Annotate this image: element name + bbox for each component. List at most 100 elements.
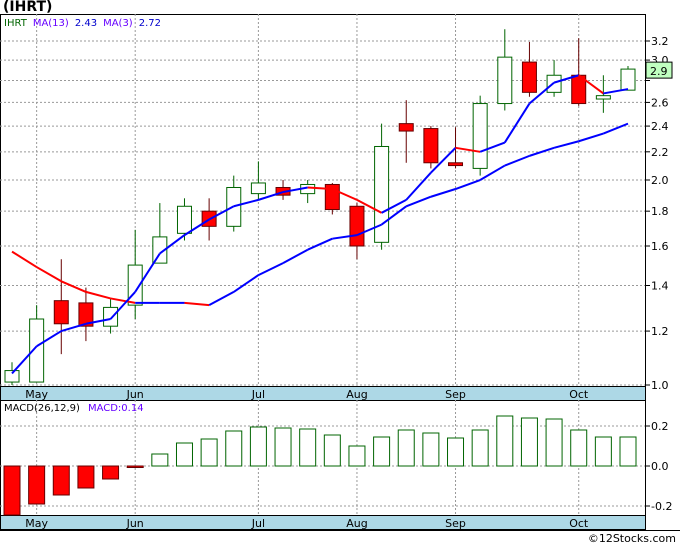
ma-line-segment xyxy=(504,154,530,167)
candle-body xyxy=(250,182,266,195)
macd-bar xyxy=(52,465,70,496)
ma-line-segment xyxy=(578,132,604,143)
price-tick-label: 1.6 xyxy=(651,240,669,253)
macd-bar xyxy=(397,429,415,467)
candle-body xyxy=(374,145,390,243)
month-label: Sep xyxy=(445,517,466,530)
ma-line-segment xyxy=(307,237,333,251)
macd-bar xyxy=(3,465,21,516)
price-tick-label: 2.6 xyxy=(651,96,669,109)
ma-line-segment xyxy=(455,146,481,153)
ma-line-segment xyxy=(184,301,210,307)
copyright: ©12Stocks.com xyxy=(587,532,676,545)
macd-bar xyxy=(422,432,440,467)
ma-line-segment xyxy=(85,290,111,300)
macd-bar xyxy=(249,426,267,467)
macd-tick-label: 0.0 xyxy=(651,460,669,473)
candle-body xyxy=(423,128,439,164)
macd-bar xyxy=(323,434,341,467)
month-label: Jun xyxy=(126,517,144,530)
ma-line-segment xyxy=(479,141,506,153)
price-tick-label: 2.2 xyxy=(651,146,669,159)
ma-line-segment xyxy=(183,218,210,236)
macd-panel xyxy=(0,400,646,516)
month-label: Oct xyxy=(569,388,589,401)
macd-bar xyxy=(102,465,120,480)
price-tick-label: 1.0 xyxy=(651,379,669,392)
last-price-label: 2.9 xyxy=(650,65,668,78)
ma-line-segment xyxy=(60,322,87,333)
macd-tick-label: -0.2 xyxy=(651,500,672,513)
ma-line-segment xyxy=(208,291,235,307)
month-label: Jul xyxy=(251,517,265,530)
ma-line-segment xyxy=(356,223,382,237)
price-tick-label: 3.2 xyxy=(651,35,669,48)
macd-bar xyxy=(151,453,169,467)
candle-body xyxy=(620,68,636,91)
candle-body xyxy=(521,61,537,93)
month-label: Aug xyxy=(346,517,367,530)
macd-bar xyxy=(545,418,563,467)
candle-body xyxy=(53,300,69,325)
month-label: May xyxy=(25,388,48,401)
candle-body xyxy=(398,123,414,132)
candle-body xyxy=(29,318,45,383)
price-tick-label: 2.0 xyxy=(651,174,669,187)
candle-body xyxy=(176,205,192,234)
ma-line-segment xyxy=(85,318,111,325)
macd-bar xyxy=(447,437,465,467)
macd-bar xyxy=(570,429,588,467)
ma-line-segment xyxy=(11,345,38,375)
ma-line-segment xyxy=(233,198,259,208)
ma-line-segment xyxy=(603,88,629,95)
date-axis-band-bottom xyxy=(0,515,646,530)
candle-body xyxy=(472,103,488,169)
ma-line-segment xyxy=(60,280,87,293)
candle-body xyxy=(4,370,20,383)
ma-line-segment xyxy=(430,147,457,174)
price-tick-label: 2.4 xyxy=(651,120,669,133)
candle-body xyxy=(103,306,119,327)
ma-line-segment xyxy=(307,186,333,191)
macd-tick-label: 0.2 xyxy=(651,420,669,433)
month-label: Sep xyxy=(445,388,466,401)
macd-bar xyxy=(77,465,95,489)
month-label: Jun xyxy=(126,388,144,401)
macd-bar xyxy=(373,436,391,467)
macd-legend-label: MACD(26,12,9) xyxy=(4,403,80,414)
ma-line-segment xyxy=(503,103,531,144)
ma-line-segment xyxy=(331,188,358,201)
macd-bar xyxy=(299,428,317,467)
chart-title: (IHRT) xyxy=(3,0,53,15)
candle-body xyxy=(152,236,168,264)
month-label: Oct xyxy=(569,517,589,530)
macd-bar xyxy=(520,417,538,467)
ma-line-segment xyxy=(455,179,481,190)
ma-line-segment xyxy=(430,188,456,198)
ma-line-segment xyxy=(381,198,407,214)
price-tick-label: 1.2 xyxy=(651,325,669,338)
ma-line-segment xyxy=(578,74,604,95)
macd-bar xyxy=(274,427,292,467)
legend-ma13-value: 2.43 xyxy=(75,18,97,29)
price-tick-label: 1.4 xyxy=(651,279,669,292)
ma-line-segment xyxy=(405,195,432,208)
legend-ma3-value: 2.72 xyxy=(139,18,161,29)
macd-bar xyxy=(200,438,218,467)
ma-line-segment xyxy=(257,262,284,277)
candle-body xyxy=(595,95,611,100)
ma-line-segment xyxy=(553,140,579,149)
macd-bar xyxy=(594,436,612,467)
macd-legend: MACD(26,12,9) MACD:0.14 xyxy=(4,403,144,414)
ma-line-segment xyxy=(159,234,186,255)
candle-body xyxy=(448,162,464,167)
ma-line-segment xyxy=(479,164,506,181)
ma-line-segment xyxy=(381,205,407,226)
ma-line-segment xyxy=(36,330,62,348)
macd-bar xyxy=(496,415,514,467)
ma-line-segment xyxy=(282,248,309,264)
ma-line-segment xyxy=(528,81,555,105)
month-label: May xyxy=(25,517,48,530)
legend-symbol: IHRT xyxy=(4,18,28,29)
ma-line-segment xyxy=(553,74,580,84)
